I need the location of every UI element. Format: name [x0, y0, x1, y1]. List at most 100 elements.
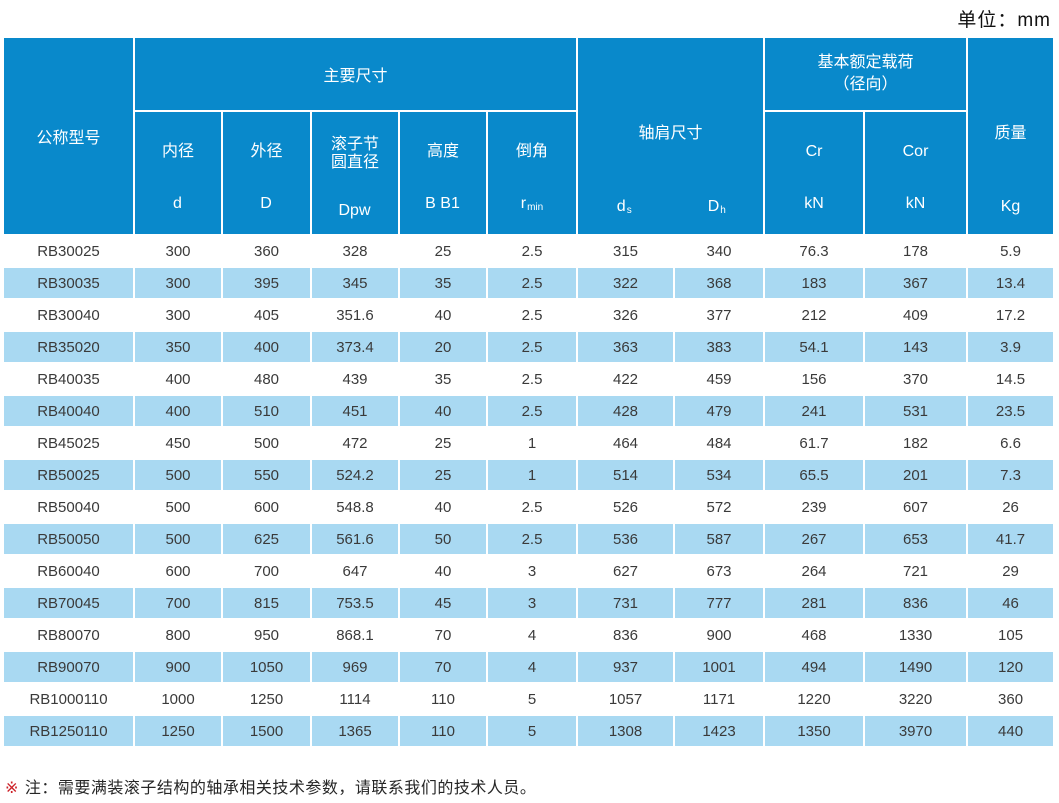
value-cell: 700	[135, 588, 221, 618]
value-cell: 937	[578, 652, 673, 682]
value-cell: 1250	[223, 684, 310, 714]
value-cell: 627	[578, 556, 673, 586]
value-cell: 3	[488, 588, 576, 618]
value-cell: 20	[400, 332, 486, 362]
value-cell: 625	[223, 524, 310, 554]
footnote: ※ 注：需要满装滚子结构的轴承相关技术参数，请联系我们的技术人员。	[5, 774, 1059, 798]
table-row: RB40035 400 480 439 35 2.5 422 459 156 370 14.5	[4, 364, 1054, 394]
value-cell: 494	[765, 652, 864, 682]
table-row: RB1250110 1250 1500 1365 110 5 1308 1423 1350 397…	[4, 716, 1054, 746]
value-cell: 35	[400, 268, 486, 298]
value-cell: 868.1	[312, 620, 398, 650]
value-cell: 468	[765, 620, 864, 650]
model-cell: RB30035	[4, 268, 133, 298]
model-cell: RB80070	[4, 620, 133, 650]
value-cell: 2.5	[488, 268, 576, 298]
table-row: RB30025 300 360 328 25 2.5 315 340 76.3 178 5.9	[4, 236, 1054, 266]
value-cell: 721	[865, 556, 967, 586]
value-cell: 41.7	[968, 524, 1054, 554]
value-cell: 1057	[578, 684, 673, 714]
value-cell: 326	[578, 300, 673, 330]
value-cell: 531	[865, 396, 967, 426]
value-cell: 673	[675, 556, 764, 586]
value-cell: 360	[968, 684, 1054, 714]
value-cell: 2.5	[488, 300, 576, 330]
value-cell: 25	[400, 236, 486, 266]
value-cell: 5	[488, 684, 576, 714]
value-cell: 281	[765, 588, 864, 618]
col-header-outer-diameter: 外径 D	[223, 112, 310, 234]
value-cell: 5	[488, 716, 576, 746]
value-cell: 514	[578, 460, 673, 490]
value-cell: 6.6	[968, 428, 1054, 458]
value-cell: 500	[135, 492, 221, 522]
value-cell: 607	[865, 492, 967, 522]
value-cell: 241	[765, 396, 864, 426]
value-cell: 439	[312, 364, 398, 394]
value-cell: 1423	[675, 716, 764, 746]
col-header-cr: Cr kN	[765, 112, 864, 234]
value-cell: 753.5	[312, 588, 398, 618]
model-cell: RB35020	[4, 332, 133, 362]
value-cell: 1001	[675, 652, 764, 682]
col-header-main-dims: 主要尺寸	[135, 38, 576, 110]
col-header-cor: Cor kN	[865, 112, 967, 234]
col-header-chamfer: 倒角 rmin	[488, 112, 576, 234]
value-cell: 1308	[578, 716, 673, 746]
value-cell: 1350	[765, 716, 864, 746]
value-cell: 143	[865, 332, 967, 362]
value-cell: 1250	[135, 716, 221, 746]
value-cell: 2.5	[488, 492, 576, 522]
value-cell: 315	[578, 236, 673, 266]
value-cell: 400	[135, 396, 221, 426]
value-cell: 1500	[223, 716, 310, 746]
value-cell: 345	[312, 268, 398, 298]
value-cell: 500	[135, 524, 221, 554]
shoulder-units: ds Dh	[578, 198, 763, 234]
value-cell: 3220	[865, 684, 967, 714]
footnote-marker: ※	[5, 780, 19, 797]
value-cell: 25	[400, 460, 486, 490]
value-cell: 300	[135, 300, 221, 330]
model-cell: RB50025	[4, 460, 133, 490]
value-cell: 110	[400, 684, 486, 714]
table-row: RB35020 350 400 373.4 20 2.5 363 383 54.1 143 3.9	[4, 332, 1054, 362]
value-cell: 13.4	[968, 268, 1054, 298]
value-cell: 23.5	[968, 396, 1054, 426]
value-cell: 3970	[865, 716, 967, 746]
value-cell: 900	[135, 652, 221, 682]
value-cell: 2.5	[488, 236, 576, 266]
value-cell: 464	[578, 428, 673, 458]
model-cell: RB60040	[4, 556, 133, 586]
value-cell: 267	[765, 524, 864, 554]
value-cell: 45	[400, 588, 486, 618]
value-cell: 1220	[765, 684, 864, 714]
value-cell: 40	[400, 300, 486, 330]
value-cell: 600	[135, 556, 221, 586]
model-cell: RB30025	[4, 236, 133, 266]
value-cell: 29	[968, 556, 1054, 586]
value-cell: 328	[312, 236, 398, 266]
model-cell: RB90070	[4, 652, 133, 682]
col-header-pitch-diameter: 滚子节 圆直径 Dpw	[312, 112, 398, 234]
value-cell: 400	[223, 332, 310, 362]
value-cell: 484	[675, 428, 764, 458]
value-cell: 4	[488, 620, 576, 650]
value-cell: 1000	[135, 684, 221, 714]
model-cell: RB50040	[4, 492, 133, 522]
value-cell: 459	[675, 364, 764, 394]
value-cell: 300	[135, 236, 221, 266]
value-cell: 110	[400, 716, 486, 746]
value-cell: 50	[400, 524, 486, 554]
value-cell: 40	[400, 556, 486, 586]
value-cell: 65.5	[765, 460, 864, 490]
value-cell: 777	[675, 588, 764, 618]
table-row: RB30035 300 395 345 35 2.5 322 368 183 367 13.4	[4, 268, 1054, 298]
value-cell: 480	[223, 364, 310, 394]
value-cell: 3.9	[968, 332, 1054, 362]
value-cell: 647	[312, 556, 398, 586]
value-cell: 7.3	[968, 460, 1054, 490]
value-cell: 35	[400, 364, 486, 394]
value-cell: 400	[135, 364, 221, 394]
value-cell: 239	[765, 492, 864, 522]
